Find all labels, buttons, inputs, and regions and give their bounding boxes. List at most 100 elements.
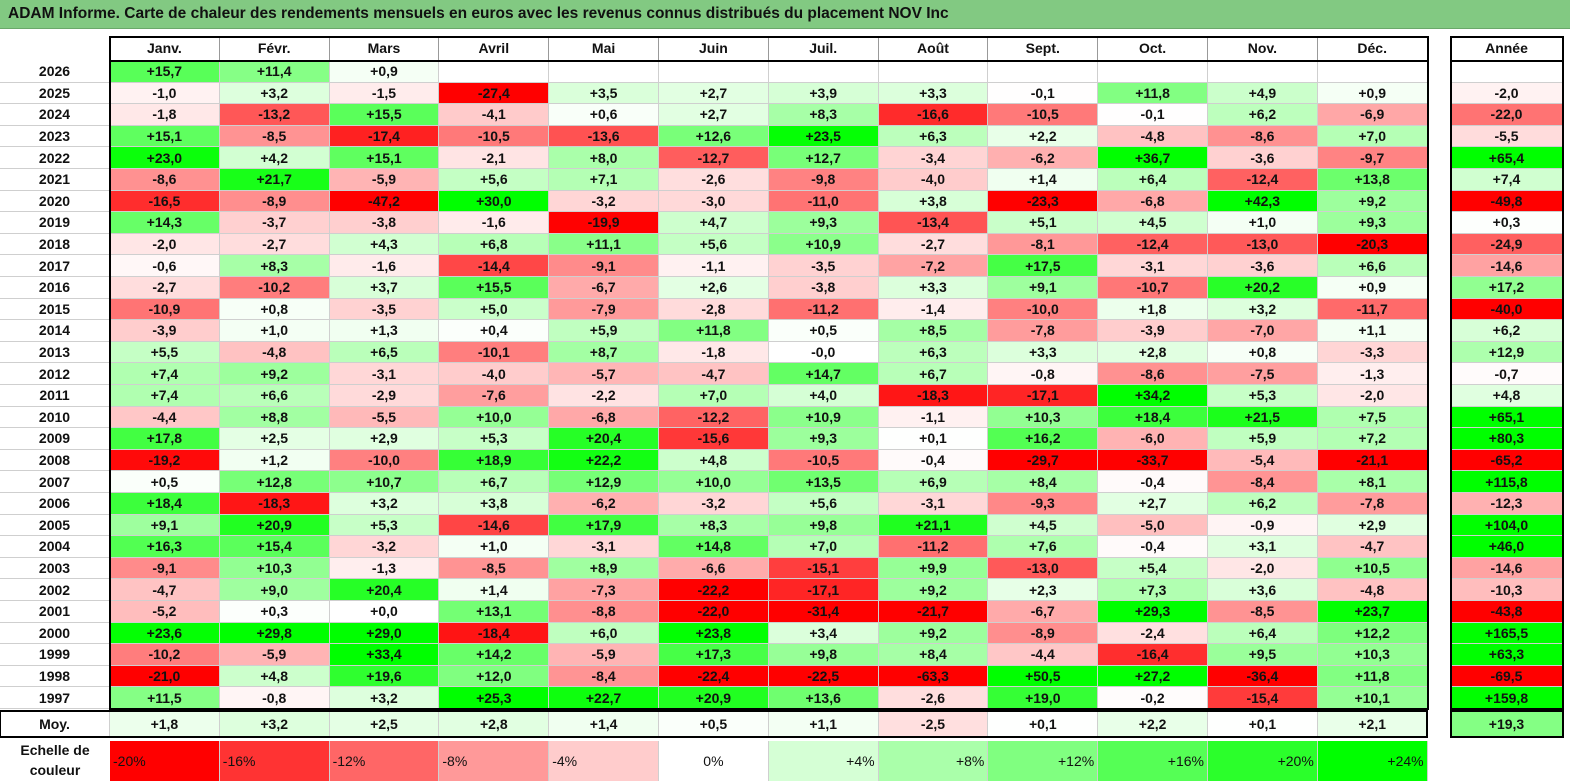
- heatmap-cell: +10,7: [329, 471, 440, 493]
- heatmap-cell: +8,8: [219, 406, 330, 429]
- heatmap-cell: +6,3: [878, 125, 989, 148]
- heatmap-cell: +3,2: [329, 493, 440, 515]
- heatmap-cell: +1,3: [329, 320, 440, 342]
- heatmap-cell: -5,9: [329, 169, 440, 191]
- heatmap-cell: +3,2: [329, 687, 440, 709]
- heatmap-cell: +15,5: [439, 277, 550, 299]
- heatmap-cell: +3,9: [768, 82, 879, 105]
- heatmap-cell: -47,2: [329, 190, 440, 213]
- year-label: 2010: [0, 406, 110, 429]
- heatmap-cell: -1,8: [110, 104, 220, 126]
- annual-cell: +65,4: [1451, 147, 1563, 169]
- heatmap-cell: +7,0: [1317, 125, 1428, 148]
- heatmap-cell: +6,7: [878, 363, 989, 385]
- heatmap-cell: +13,6: [768, 687, 879, 709]
- heatmap-cell: -2,2: [549, 385, 659, 407]
- heatmap-cell: -1,5: [329, 82, 440, 105]
- heatmap-cell: +27,2: [1098, 665, 1208, 688]
- heatmap-cell: -15,4: [1208, 687, 1318, 709]
- heatmap-cell: +13,5: [768, 471, 879, 493]
- heatmap-cell: +14,7: [768, 363, 879, 385]
- heatmap-cell: -3,1: [878, 493, 989, 515]
- heatmap-cell: -4,0: [878, 169, 989, 191]
- color-scale-step: -12%: [329, 741, 440, 781]
- heatmap-cell: -11,2: [878, 536, 989, 558]
- heatmap-cell: +18,4: [1098, 406, 1208, 429]
- heatmap-cell: +9,2: [878, 622, 989, 645]
- month-header: Sept.: [988, 36, 1099, 61]
- heatmap-cell: -8,5: [219, 125, 330, 148]
- heatmap-cell: +9,8: [768, 644, 879, 666]
- heatmap-cell: +0,5: [110, 471, 220, 493]
- heatmap-cell: +20,4: [329, 579, 440, 601]
- heatmap-cell: -36,4: [1208, 665, 1318, 688]
- heatmap-cell: -11,0: [768, 190, 879, 213]
- heatmap-cell: -11,7: [1317, 298, 1428, 321]
- heatmap-cell: +3,2: [219, 82, 330, 105]
- average-cell: +1,4: [549, 711, 659, 737]
- color-scale-step: +8%: [878, 741, 989, 781]
- heatmap-cell: -22,4: [659, 665, 769, 688]
- heatmap-cell: +0,3: [219, 601, 330, 623]
- heatmap-cell: +5,1: [988, 212, 1099, 234]
- heatmap-cell: +19,0: [988, 687, 1099, 709]
- heatmap-cell: -8,6: [1098, 363, 1208, 385]
- heatmap-cell: -19,2: [110, 449, 220, 472]
- heatmap-cell: +15,4: [219, 536, 330, 558]
- year-label: 2018: [0, 233, 110, 256]
- heatmap-cell: +33,4: [329, 644, 440, 666]
- heatmap-cell: -8,1: [988, 233, 1099, 256]
- month-header: Oct.: [1098, 36, 1208, 61]
- heatmap-cell: +11,5: [110, 687, 220, 709]
- heatmap-cell: +21,5: [1208, 406, 1318, 429]
- heatmap-cell: +8,4: [878, 644, 989, 666]
- heatmap-cell: +29,8: [219, 622, 330, 645]
- heatmap-cell: -12,2: [659, 406, 769, 429]
- month-header: Juin: [659, 36, 769, 61]
- average-cell: +1,1: [768, 711, 879, 737]
- year-label: 2002: [0, 579, 110, 601]
- heatmap-cell: +1,1: [1317, 320, 1428, 342]
- heatmap-cell: +6,0: [549, 622, 659, 645]
- heatmap-cell: -18,3: [219, 493, 330, 515]
- year-label: 1998: [0, 665, 110, 688]
- annual-cell: +7,4: [1451, 169, 1563, 191]
- heatmap-cell: +15,7: [110, 61, 220, 83]
- average-cell: +2,2: [1098, 711, 1208, 737]
- heatmap-cell: +30,0: [439, 190, 550, 213]
- heatmap-cell: +0,0: [329, 601, 440, 623]
- heatmap-cell: -4,1: [439, 104, 550, 126]
- heatmap-cell: [1098, 61, 1208, 83]
- heatmap-cell: -10,0: [329, 449, 440, 472]
- heatmap-cell: +5,0: [439, 298, 550, 321]
- heatmap-cell: +7,4: [110, 385, 220, 407]
- heatmap-cell: -11,2: [768, 298, 879, 321]
- heatmap-cell: +6,5: [329, 341, 440, 364]
- year-label: 2005: [0, 514, 110, 537]
- heatmap-cell: [659, 61, 769, 83]
- heatmap-cell: +17,9: [549, 514, 659, 537]
- average-cell: +1,8: [110, 711, 220, 737]
- heatmap-cell: +10,3: [219, 557, 330, 580]
- heatmap-cell: -13,0: [1208, 233, 1318, 256]
- heatmap-cell: +3,8: [439, 493, 550, 515]
- heatmap-cell: -6,2: [549, 493, 659, 515]
- heatmap-cell: -1,6: [329, 255, 440, 277]
- heatmap-cell: +36,7: [1098, 147, 1208, 169]
- heatmap-cell: -22,2: [659, 579, 769, 601]
- heatmap-cell: -1,8: [659, 341, 769, 364]
- heatmap-cell: -2,0: [110, 233, 220, 256]
- heatmap-cell: +7,1: [549, 169, 659, 191]
- heatmap-cell: +8,7: [549, 341, 659, 364]
- heatmap-cell: +6,4: [1208, 622, 1318, 645]
- heatmap-cell: -18,3: [878, 385, 989, 407]
- heatmap-cell: +3,3: [988, 341, 1099, 364]
- year-label: 2014: [0, 320, 110, 342]
- heatmap-cell: -1,1: [878, 406, 989, 429]
- heatmap-cell: -6,7: [988, 601, 1099, 623]
- heatmap-cell: +1,0: [1208, 212, 1318, 234]
- heatmap-cell: +1,2: [219, 449, 330, 472]
- heatmap-cell: +8,3: [219, 255, 330, 277]
- year-label: 2012: [0, 363, 110, 385]
- heatmap-cell: +5,6: [659, 233, 769, 256]
